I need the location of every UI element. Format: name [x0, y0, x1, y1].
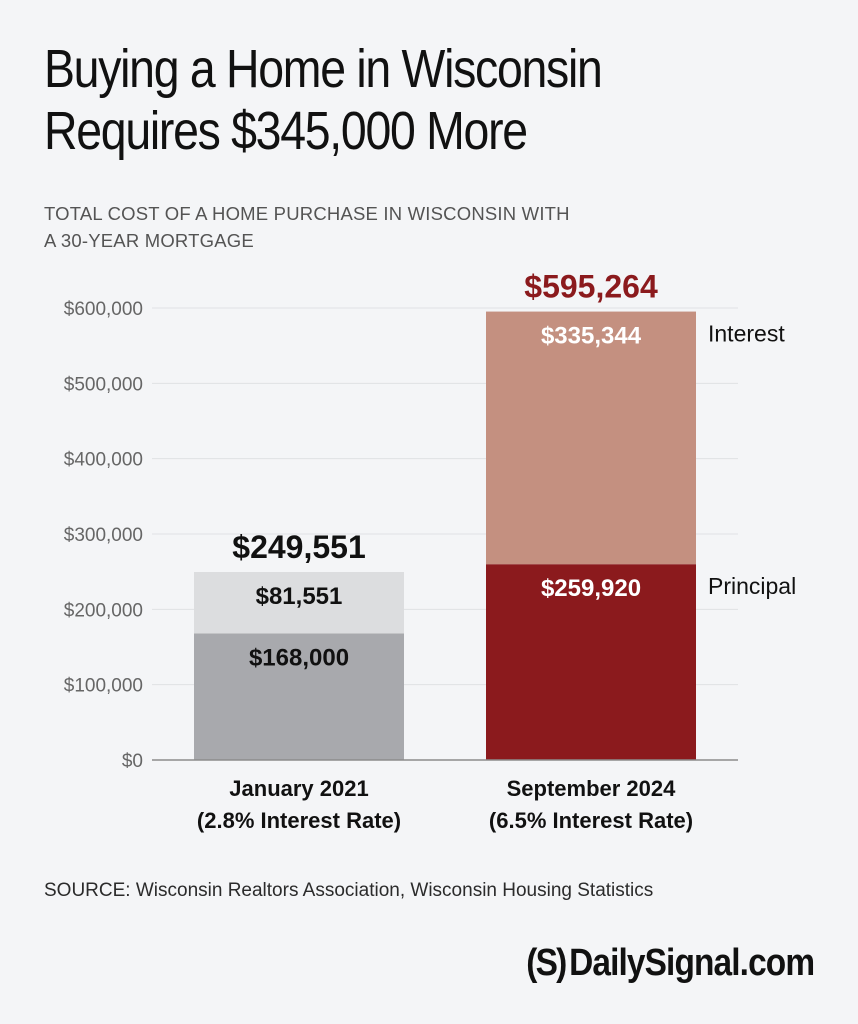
bar-interest: [486, 311, 696, 565]
bar-value-label: $81,551: [256, 583, 343, 610]
chart-title-line1: Buying a Home in Wisconsin: [44, 39, 603, 99]
bar-total-label: $595,264: [524, 269, 658, 305]
y-tick-label: $0: [122, 751, 143, 772]
bar-value-label: $168,000: [249, 644, 349, 671]
daily-signal-logo: (S) DailySignal.com: [526, 942, 815, 985]
stacked-bar-chart: $0 $100,000 $200,000 $300,000 $400,000 $500,0…: [64, 269, 796, 833]
bar-interest: [194, 572, 404, 634]
y-tick-label: $400,000: [64, 450, 143, 471]
y-tick-label: $100,000: [64, 676, 143, 697]
bar-value-label: $335,344: [541, 323, 642, 350]
chart-subtitle-line2: A 30-YEAR MORTGAGE: [44, 230, 254, 251]
bar-value-label: $259,920: [541, 575, 641, 602]
bar-total-label: $249,551: [232, 529, 365, 565]
legend-label-interest: Interest: [708, 321, 785, 347]
chart-title: Buying a Home in Wisconsin Requires $345…: [44, 38, 715, 162]
x-category-sublabel: (2.8% Interest Rate): [197, 808, 401, 833]
x-category-sublabel: (6.5% Interest Rate): [489, 808, 693, 833]
source-note: SOURCE: Wisconsin Realtors Association, …: [44, 880, 654, 901]
y-tick-label: $300,000: [64, 525, 143, 546]
bar-principal: [194, 633, 404, 760]
daily-signal-logo-text: DailySignal.com: [568, 942, 815, 984]
x-category-label: September 2024: [507, 776, 677, 801]
chart-subtitle-line1: TOTAL COST OF A HOME PURCHASE IN WISCONS…: [44, 203, 570, 224]
chart-title-line2: Requires $345,000 More: [44, 101, 528, 161]
y-tick-label: $500,000: [64, 374, 143, 395]
bar-principal: [486, 564, 696, 760]
daily-signal-logo-mark: (S): [526, 942, 567, 984]
y-tick-label: $600,000: [64, 299, 143, 320]
legend-label-principal: Principal: [708, 573, 796, 599]
chart-subtitle: TOTAL COST OF A HOME PURCHASE IN WISCONS…: [44, 200, 664, 254]
x-category-label: January 2021: [229, 776, 368, 801]
y-tick-label: $200,000: [64, 600, 143, 621]
